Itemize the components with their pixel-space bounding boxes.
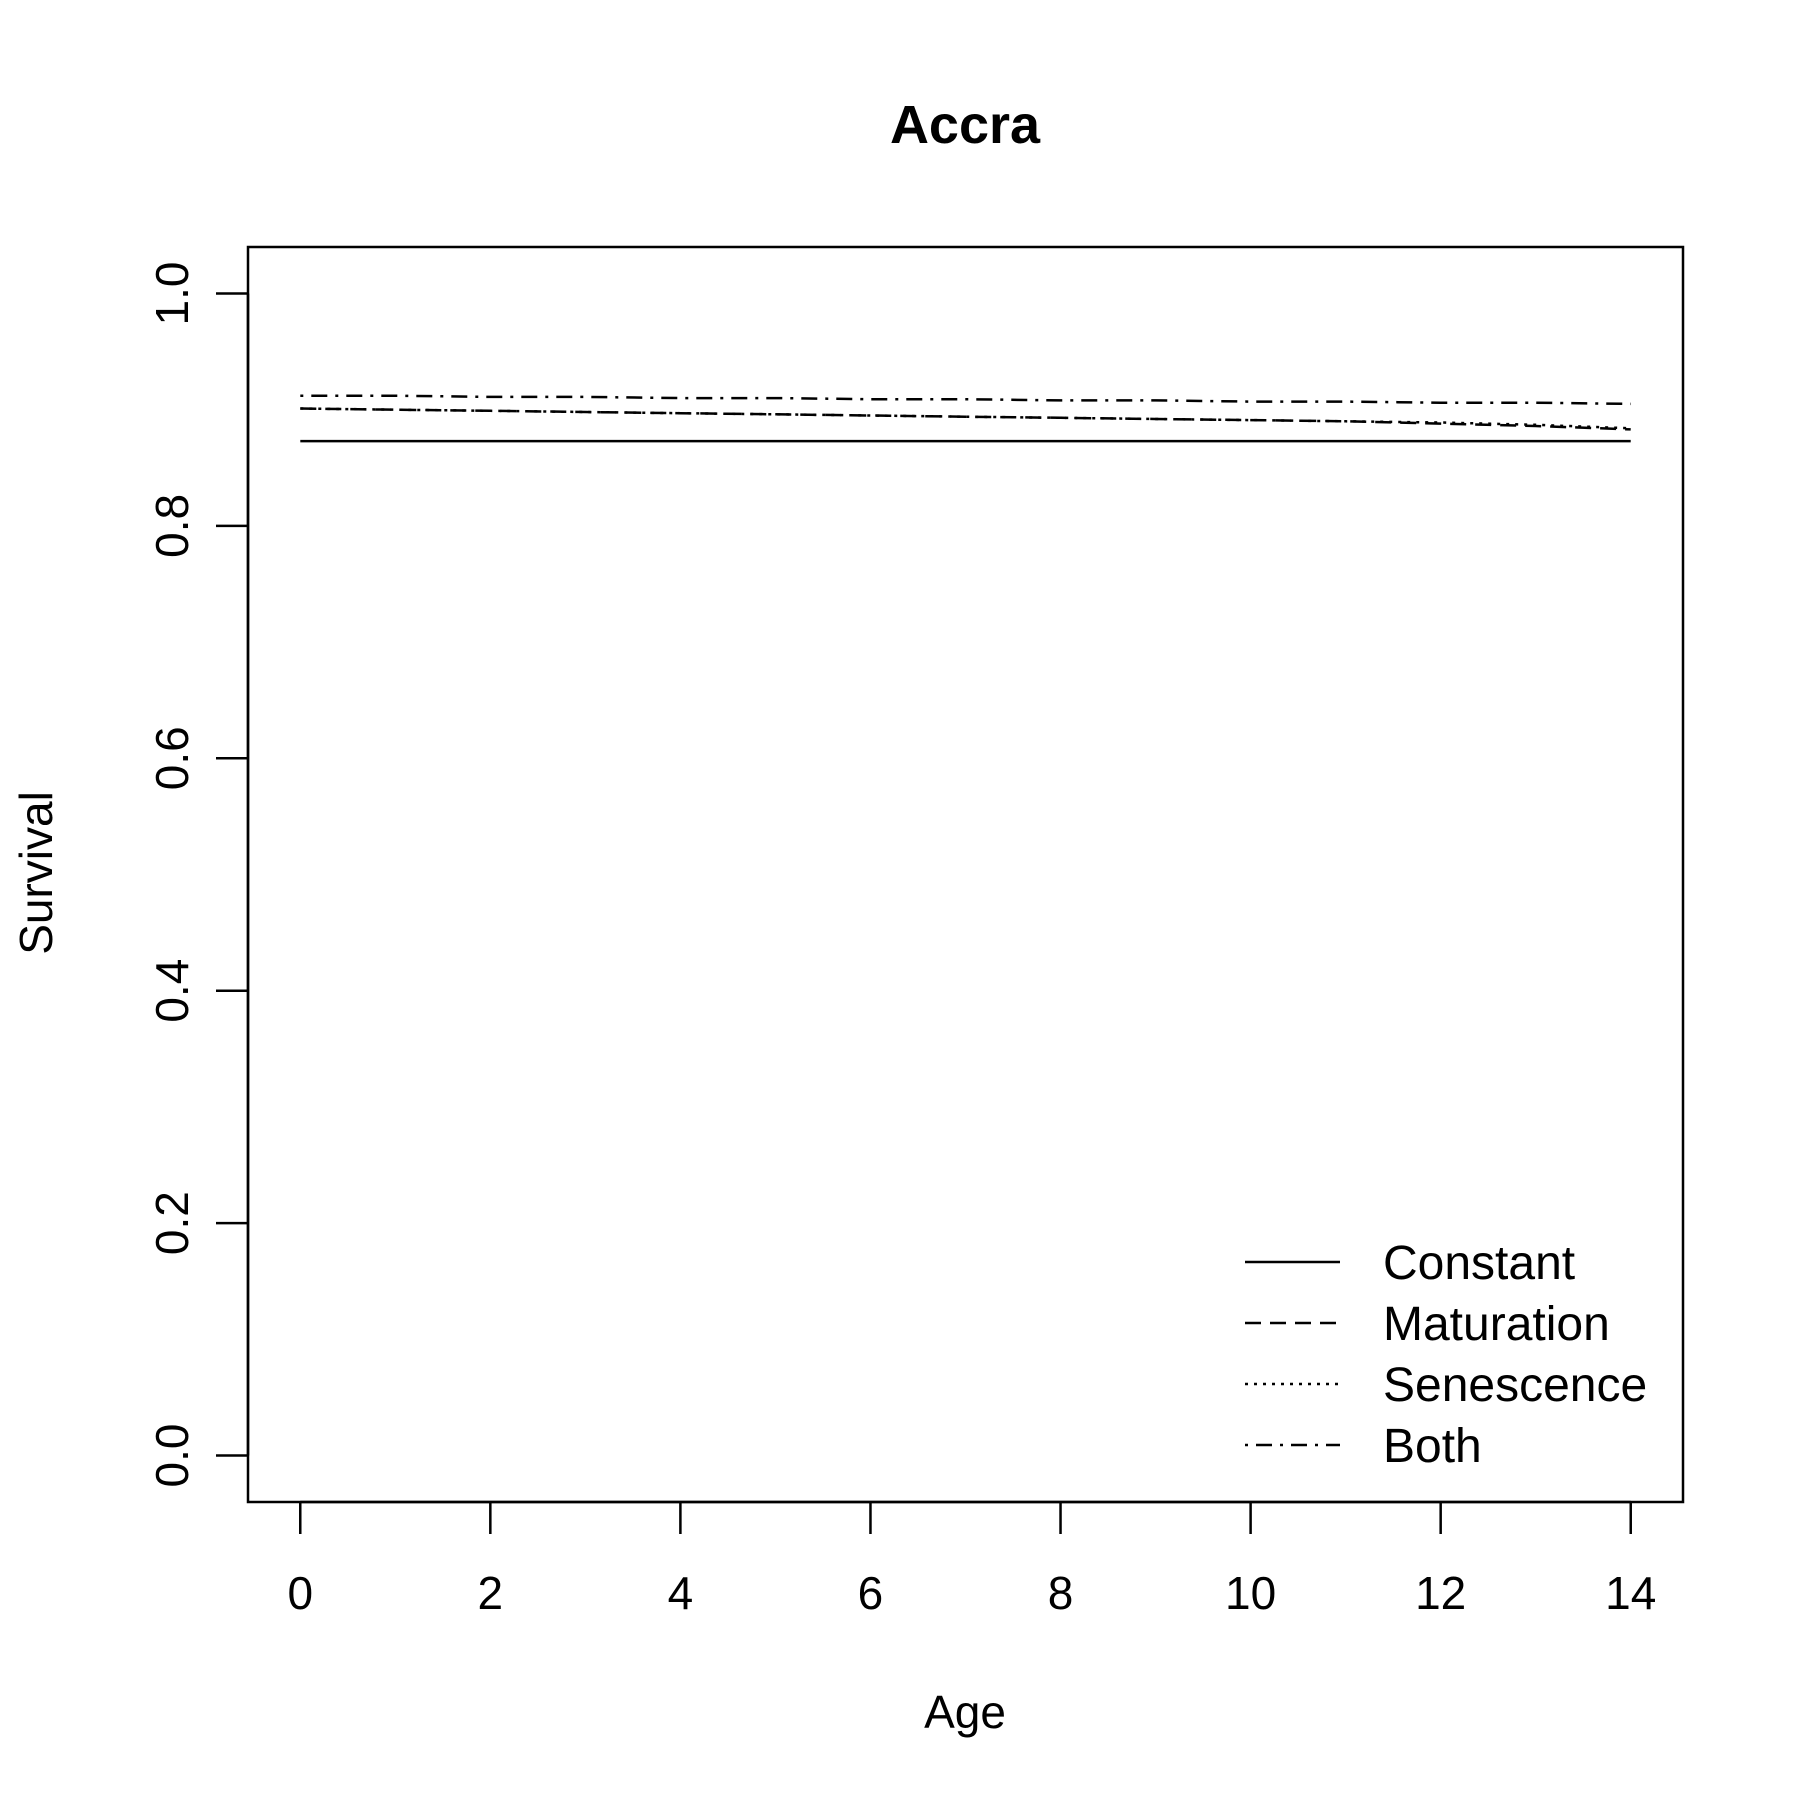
y-tick-label: 0.6 [146,726,198,790]
legend-label-constant: Constant [1383,1237,1575,1290]
y-tick-label: 0.0 [146,1424,198,1488]
x-tick-label: 14 [1605,1567,1656,1619]
x-axis: 0 2 4 6 8 10 12 14 [287,1500,1656,1619]
legend-label-senescence: Senescence [1383,1359,1647,1412]
x-tick-label: 4 [668,1567,694,1619]
x-tick-label: 2 [478,1567,504,1619]
y-tick-label: 0.8 [146,494,198,558]
y-tick-label: 1.0 [146,262,198,326]
legend-label-maturation: Maturation [1383,1298,1610,1351]
y-tick-label: 0.4 [146,959,198,1023]
y-tick-label: 0.2 [146,1191,198,1255]
x-tick-label: 6 [858,1567,884,1619]
x-tick-label: 0 [287,1567,313,1619]
x-tick-label: 8 [1048,1567,1074,1619]
x-axis-label: Age [924,1686,1006,1738]
x-tick-label: 12 [1415,1567,1466,1619]
series-lines [300,394,1631,443]
series-line-senescence [300,407,1631,430]
chart-title: Accra [890,95,1041,155]
legend-label-both: Both [1383,1420,1482,1473]
y-axis: 0.0 0.2 0.4 0.6 0.8 1.0 [146,262,250,1488]
x-tick-label: 10 [1225,1567,1276,1619]
series-line-both [300,394,1631,406]
legend: Constant Maturation Senescence Both [1245,1237,1647,1473]
y-axis-label: Survival [10,791,62,955]
